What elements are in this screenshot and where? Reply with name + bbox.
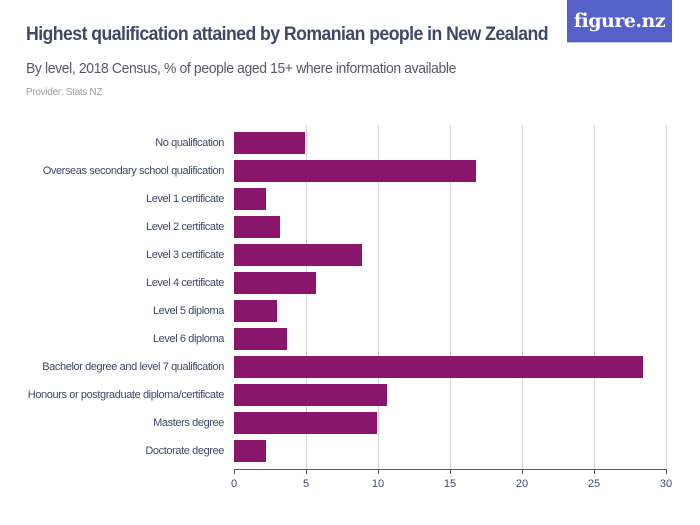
bar[interactable] bbox=[234, 384, 387, 406]
bar[interactable] bbox=[234, 188, 266, 210]
chart-subtitle: By level, 2018 Census, % of people aged … bbox=[26, 60, 456, 77]
category-label: Level 5 diploma bbox=[152, 305, 224, 317]
x-tick bbox=[522, 469, 523, 474]
category-label: Masters degree bbox=[153, 417, 224, 429]
gridline bbox=[450, 125, 451, 469]
x-tick-label: 5 bbox=[302, 478, 310, 490]
category-label: Honours or postgraduate diploma/certific… bbox=[27, 389, 225, 401]
category-label: Doctorate degree bbox=[145, 445, 224, 457]
bar[interactable] bbox=[234, 272, 317, 294]
logo-underline bbox=[567, 42, 672, 43]
bar[interactable] bbox=[234, 132, 305, 154]
category-label: Level 4 certificate bbox=[146, 277, 224, 289]
x-tick bbox=[666, 469, 667, 474]
bar[interactable] bbox=[234, 356, 643, 378]
category-label: Level 1 certificate bbox=[146, 193, 224, 205]
figure-nz-logo[interactable]: figure.nz bbox=[567, 0, 672, 42]
chart-title: Highest qualification attained by Romani… bbox=[26, 24, 549, 45]
x-tick bbox=[306, 469, 307, 474]
gridline bbox=[378, 125, 379, 469]
x-tick-label: 25 bbox=[587, 478, 601, 490]
category-label: No qualification bbox=[155, 137, 224, 149]
category-label: Level 6 diploma bbox=[152, 333, 224, 345]
gridline bbox=[522, 125, 523, 469]
x-tick-label: 10 bbox=[371, 478, 385, 490]
x-tick bbox=[378, 469, 379, 474]
gridline bbox=[594, 125, 595, 469]
bar[interactable] bbox=[234, 244, 363, 266]
x-tick-label: 0 bbox=[230, 478, 238, 490]
x-tick-label: 15 bbox=[443, 478, 457, 490]
gridline bbox=[306, 125, 307, 469]
logo-text: figure.nz bbox=[573, 10, 666, 32]
x-tick bbox=[594, 469, 595, 474]
x-tick-label: 30 bbox=[659, 478, 673, 490]
bar[interactable] bbox=[234, 440, 266, 462]
bar[interactable] bbox=[234, 300, 278, 322]
bar[interactable] bbox=[234, 412, 377, 434]
provider-text: Provider: Stats NZ bbox=[26, 87, 103, 98]
category-label: Overseas secondary school qualification bbox=[42, 165, 225, 177]
x-tick bbox=[450, 469, 451, 474]
gridline bbox=[666, 125, 667, 469]
category-label: Bachelor degree and level 7 qualificatio… bbox=[42, 361, 224, 373]
plot-area bbox=[234, 125, 667, 469]
bar[interactable] bbox=[234, 160, 476, 182]
x-tick-label: 20 bbox=[515, 478, 529, 490]
bar[interactable] bbox=[234, 216, 281, 238]
category-label: Level 3 certificate bbox=[146, 249, 224, 261]
x-tick bbox=[234, 469, 235, 474]
category-label: Level 2 certificate bbox=[146, 221, 224, 233]
bar[interactable] bbox=[234, 328, 288, 350]
